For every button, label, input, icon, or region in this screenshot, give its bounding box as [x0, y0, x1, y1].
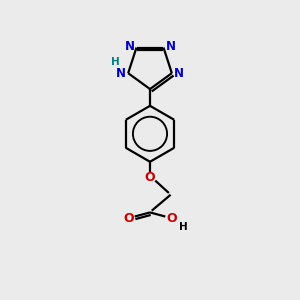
Text: H: H — [178, 222, 188, 232]
Text: N: N — [174, 67, 184, 80]
Text: N: N — [166, 40, 176, 53]
Text: N: N — [124, 40, 134, 53]
Text: H: H — [111, 57, 120, 67]
Text: N: N — [116, 67, 126, 80]
Text: O: O — [124, 212, 134, 225]
Text: O: O — [166, 212, 176, 225]
Text: O: O — [145, 171, 155, 184]
